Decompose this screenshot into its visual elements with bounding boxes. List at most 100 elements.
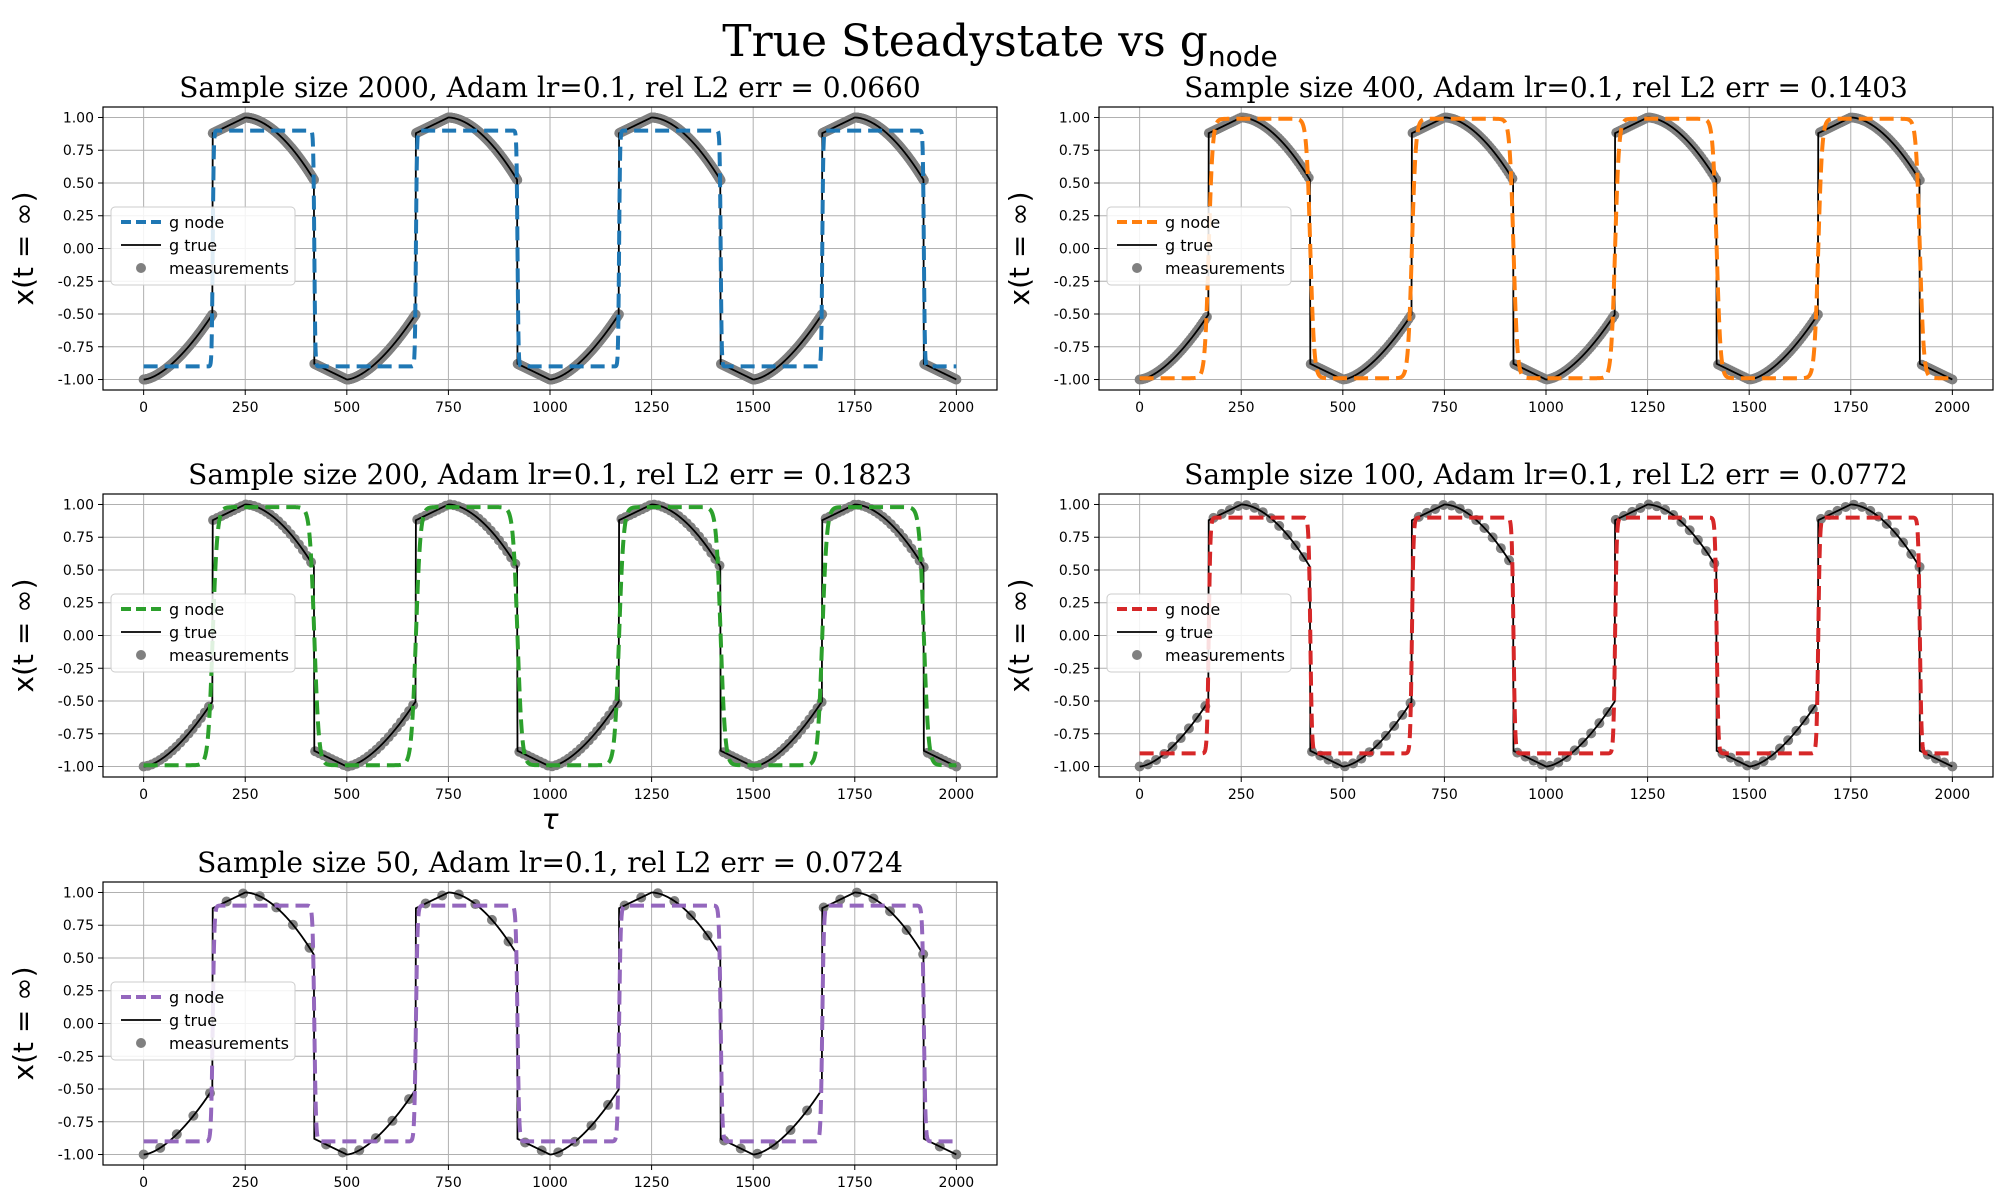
x-tick-label: 1500 [735, 787, 771, 803]
y-axis-label: x(t = ∞) [1003, 192, 1036, 306]
y-tick-label: 0.75 [63, 530, 94, 546]
x-tick-label: 750 [435, 400, 462, 416]
subplot-title: Sample size 50, Adam lr=0.1, rel L2 err … [197, 846, 903, 879]
y-tick-label: 1.00 [1059, 110, 1090, 126]
legend-label-g-node: g node [169, 988, 224, 1007]
x-tick-label: 0 [139, 787, 148, 803]
x-tick-label: 750 [1431, 787, 1458, 803]
x-tick-label: 1250 [1630, 400, 1666, 416]
y-tick-label: 0.00 [63, 242, 94, 258]
y-tick-label: 0.25 [63, 596, 94, 612]
x-tick-label: 0 [139, 400, 148, 416]
y-tick-label: 0.75 [63, 918, 94, 934]
legend-label-measurements: measurements [169, 646, 289, 665]
subplot-5: Sample size 50, Adam lr=0.1, rel L2 err … [7, 846, 998, 1191]
measurement-point [1947, 374, 1958, 385]
x-tick-label: 750 [435, 787, 462, 803]
x-tick-label: 1000 [1528, 787, 1564, 803]
x-tick-label: 1000 [532, 787, 568, 803]
x-tick-label: 1500 [1731, 787, 1767, 803]
y-tick-label: 0.50 [1059, 176, 1090, 192]
x-tick-label: 1750 [837, 1175, 873, 1191]
subplot-title: Sample size 200, Adam lr=0.1, rel L2 err… [188, 458, 912, 491]
x-tick-label: 1750 [1833, 787, 1869, 803]
x-tick-label: 500 [333, 400, 360, 416]
x-tick-label: 1000 [1528, 400, 1564, 416]
measurement-point [951, 374, 962, 385]
y-tick-label: 0.50 [1059, 563, 1090, 579]
x-tick-label: 2000 [939, 1175, 975, 1191]
subplot-4: Sample size 100, Adam lr=0.1, rel L2 err… [1003, 458, 1994, 803]
y-tick-label: 0.00 [63, 629, 94, 645]
x-tick-label: 1750 [1833, 400, 1869, 416]
legend-label-measurements: measurements [1165, 646, 1285, 665]
y-tick-label: -0.75 [58, 1115, 94, 1131]
subplot-1: Sample size 2000, Adam lr=0.1, rel L2 er… [7, 71, 998, 416]
y-tick-label: 0.50 [63, 951, 94, 967]
x-tick-label: 500 [1329, 400, 1356, 416]
x-tick-label: 250 [232, 400, 259, 416]
y-tick-label: -1.00 [58, 1148, 94, 1164]
x-axis-label: τ [542, 803, 559, 836]
y-tick-label: 0.00 [1059, 242, 1090, 258]
figure-suptitle: True Steadystate vs gnode [722, 16, 1278, 73]
y-tick-label: -0.25 [58, 274, 94, 290]
x-tick-label: 500 [1329, 787, 1356, 803]
y-tick-label: -0.50 [1054, 307, 1090, 323]
legend-label-measurements: measurements [169, 1034, 289, 1053]
x-tick-label: 250 [1228, 787, 1255, 803]
y-tick-label: 1.00 [63, 885, 94, 901]
legend: g node g true measurements [1106, 206, 1292, 286]
subplot-title: Sample size 400, Adam lr=0.1, rel L2 err… [1184, 71, 1908, 104]
y-tick-label: -1.00 [58, 760, 94, 776]
x-tick-label: 1250 [1630, 787, 1666, 803]
y-tick-label: 0.75 [1059, 530, 1090, 546]
plot-area [138, 112, 962, 385]
legend-box [110, 206, 296, 286]
legend-label-g-true: g true [169, 623, 217, 642]
y-tick-label: -0.75 [1054, 340, 1090, 356]
x-tick-label: 1250 [634, 787, 670, 803]
y-tick-label: 0.25 [63, 209, 94, 225]
subplot-title: Sample size 100, Adam lr=0.1, rel L2 err… [1184, 458, 1908, 491]
y-tick-label: 0.75 [63, 143, 94, 159]
y-tick-label: -0.50 [58, 694, 94, 710]
y-tick-label: -1.00 [1054, 373, 1090, 389]
legend-label-measurements: measurements [1165, 259, 1285, 278]
x-tick-label: 0 [1135, 787, 1144, 803]
legend-swatch-measurements [136, 650, 146, 660]
x-tick-label: 1750 [837, 400, 873, 416]
y-tick-label: -0.50 [58, 307, 94, 323]
y-axis-label: x(t = ∞) [1003, 579, 1036, 693]
legend: g node g true measurements [110, 981, 296, 1061]
y-tick-label: -0.25 [58, 661, 94, 677]
x-tick-label: 500 [333, 1175, 360, 1191]
y-tick-label: -0.25 [1054, 661, 1090, 677]
subplot-2: Sample size 400, Adam lr=0.1, rel L2 err… [1003, 71, 1994, 416]
y-tick-label: 0.25 [63, 984, 94, 1000]
y-tick-label: 0.25 [1059, 209, 1090, 225]
x-tick-label: 2000 [1935, 787, 1971, 803]
legend-label-g-node: g node [1165, 213, 1220, 232]
y-tick-label: 0.00 [63, 1017, 94, 1033]
x-tick-label: 1500 [1731, 400, 1767, 416]
x-tick-label: 750 [1431, 400, 1458, 416]
x-tick-label: 1750 [837, 787, 873, 803]
series-g-node [143, 128, 957, 369]
legend: g node g true measurements [1106, 593, 1292, 673]
y-tick-label: 0.75 [1059, 143, 1090, 159]
y-tick-label: -0.25 [58, 1049, 94, 1065]
subplot-3: Sample size 200, Adam lr=0.1, rel L2 err… [7, 458, 998, 836]
legend-label-g-true: g true [169, 1011, 217, 1030]
x-tick-label: 2000 [939, 787, 975, 803]
legend: g node g true measurements [110, 206, 296, 286]
x-tick-label: 1500 [735, 1175, 771, 1191]
y-tick-label: -0.50 [1054, 694, 1090, 710]
plot-area [1134, 112, 1958, 385]
x-tick-label: 2000 [939, 400, 975, 416]
y-tick-label: -0.25 [1054, 274, 1090, 290]
y-axis-label: x(t = ∞) [7, 192, 40, 306]
y-axis-label: x(t = ∞) [7, 967, 40, 1081]
y-tick-label: -0.75 [1054, 727, 1090, 743]
subplots: Sample size 2000, Adam lr=0.1, rel L2 er… [7, 71, 1994, 1191]
